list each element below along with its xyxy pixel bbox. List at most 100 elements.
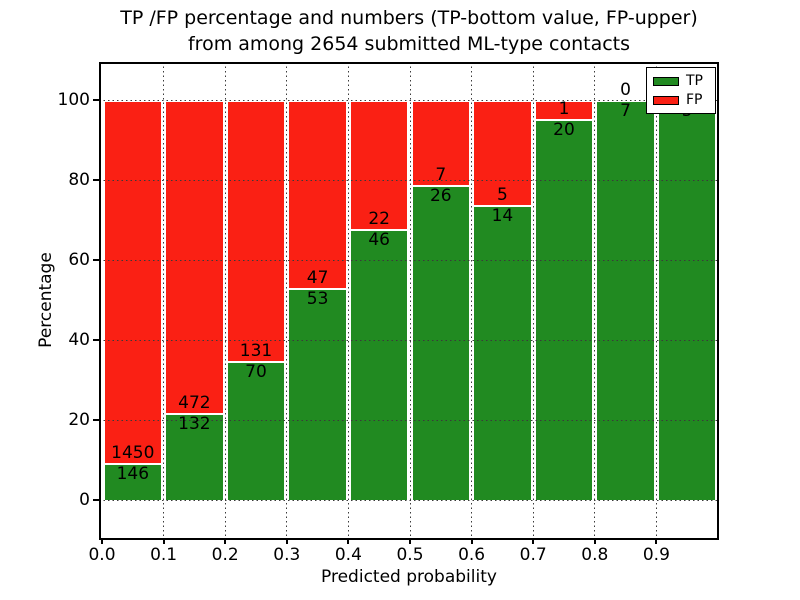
x-tick-label: 0.5 [396,545,424,565]
horizontal-gridline [99,420,719,421]
x-tick-mark [101,538,103,544]
legend: TP FP [646,67,716,114]
y-tick-mark [93,339,99,341]
bar-group [288,101,347,501]
y-tick-label: 80 [68,170,90,190]
chart-title-line1: TP /FP percentage and numbers (TP-bottom… [120,7,698,29]
horizontal-gridline [99,100,719,101]
tp-count-label: 46 [368,230,391,251]
x-tick-label: 0.7 [519,545,547,565]
plot-area: 145014647213213170475322467265141200705 [99,62,719,540]
x-tick-label: 0.2 [211,545,239,565]
fp-count-label: 5 [496,185,508,206]
bar-group [657,101,717,501]
fp-count-label: 472 [178,392,211,413]
y-tick-label: 20 [68,410,90,430]
bar-group [411,101,471,501]
tp-count-label: 14 [491,206,514,227]
tp-count-label: 20 [553,120,575,141]
vertical-gridline [594,62,596,540]
fp-bar-segment [534,101,594,121]
legend-entry-fp: FP [647,93,715,107]
x-tick-label: 0.1 [150,545,178,565]
bar-group [226,101,286,501]
x-tick-mark [285,538,288,544]
vertical-gridline [532,62,534,540]
fp-bar-segment [226,101,286,362]
tp-count-label: 53 [306,289,329,309]
y-tick-label: 100 [57,90,90,110]
chart-title-line2: from among 2654 submitted ML-type contac… [187,33,631,55]
x-tick-label: 0.0 [88,545,116,565]
y-tick-mark [93,259,99,261]
x-tick-label: 0.3 [273,545,301,565]
tp-count-label: 132 [178,413,211,434]
legend-swatch-tp [653,76,679,86]
legend-label: FP [686,92,703,108]
tp-bar-segment [657,101,717,501]
fp-count-label: 47 [306,268,329,288]
tp-bar-segment [534,120,594,501]
fp-count-label: 1450 [111,443,155,464]
x-tick-mark [224,538,227,544]
y-axis-label: Percentage [36,252,56,348]
fp-bar-segment [165,101,224,414]
x-axis-label: Predicted probability [321,567,497,587]
y-tick-label: 40 [68,330,90,350]
legend-swatch-fp [653,95,679,105]
tp-bar-segment [596,101,655,501]
tp-count-label: 146 [116,464,150,485]
vertical-gridline [224,62,226,540]
fp-count-label: 131 [239,340,273,361]
tp-bar-segment [411,185,471,501]
fp-bar-segment [473,101,532,207]
fp-bar-segment [103,101,163,465]
vertical-gridline [286,62,288,540]
bar-group [103,101,163,501]
x-tick-label: 0.8 [581,545,609,565]
bar-group [165,101,224,501]
tp-bar-segment [165,413,224,501]
fp-bar-segment [411,101,471,186]
vertical-gridline [471,62,473,540]
legend-label: TP [686,73,703,89]
horizontal-gridline [99,260,719,261]
fp-bar-segment [288,101,347,289]
horizontal-gridline [99,500,719,501]
y-tick-mark [93,179,99,181]
horizontal-gridline [99,340,719,341]
y-tick-label: 60 [68,250,90,270]
y-tick-label: 0 [79,490,90,510]
tp-count-label: 26 [429,185,452,206]
tp-bar-segment [349,230,409,501]
tp-bar-segment [288,289,347,501]
tp-bar-segment [473,206,532,501]
vertical-gridline [409,62,411,540]
y-tick-mark [93,99,99,101]
tp-bar-segment [226,361,286,501]
x-tick-mark [593,538,596,544]
fp-bar-segment [349,101,409,231]
vertical-gridline [655,62,657,540]
fp-count-label: 0 [620,80,632,100]
bar-group [473,101,532,501]
x-tick-label: 0.4 [334,545,362,565]
chart-title: TP /FP percentage and numbers (TP-bottom… [99,5,719,57]
x-tick-mark [409,538,411,544]
bar-group [534,101,594,501]
y-tick-mark [93,419,99,421]
y-tick-mark [93,499,99,501]
x-tick-label: 0.9 [642,545,670,565]
bar-group [349,101,409,501]
x-tick-mark [347,538,350,544]
vertical-gridline [163,62,165,540]
tp-count-label: 70 [245,361,267,382]
x-tick-mark [470,538,473,544]
x-tick-mark [655,538,658,544]
x-tick-mark [162,538,165,544]
horizontal-gridline [99,180,719,181]
legend-entry-tp: TP [647,74,715,88]
fp-count-label: 1 [558,99,570,120]
tp-bar-segment [103,464,163,501]
fp-count-label: 7 [435,164,447,185]
